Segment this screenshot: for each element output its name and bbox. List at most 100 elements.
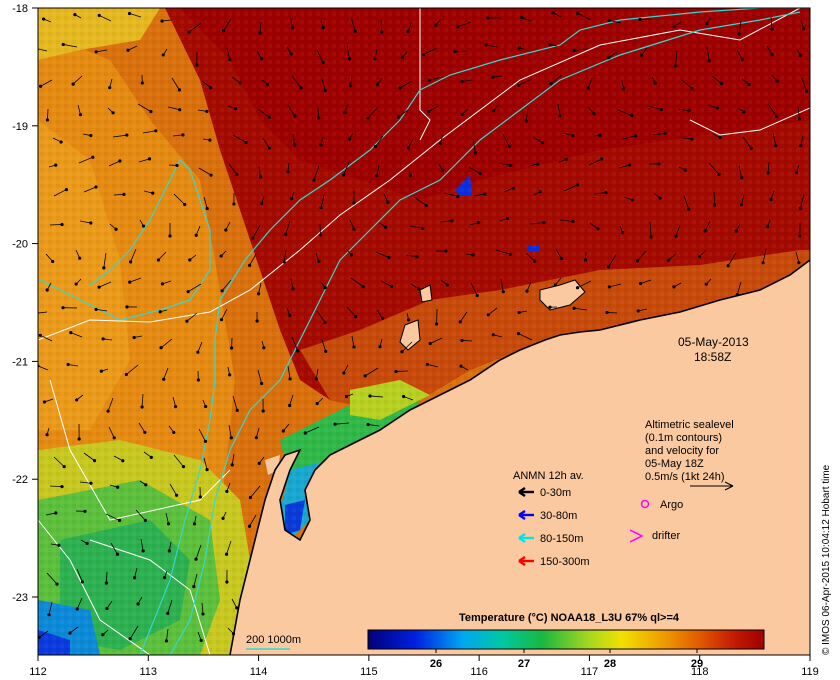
velocity-arrow	[102, 252, 107, 270]
velocity-arrow	[197, 631, 203, 643]
velocity-arrow	[42, 398, 54, 404]
velocity-arrow	[257, 456, 265, 466]
velocity-arrow	[94, 307, 108, 312]
velocity-arrow	[711, 75, 724, 85]
velocity-arrow	[220, 279, 232, 293]
velocity-arrow	[713, 191, 717, 207]
velocity-arrow	[647, 105, 664, 112]
velocity-arrow	[158, 309, 168, 314]
mooring-legend-item: 30-80m	[518, 510, 577, 522]
velocity-arrow	[672, 282, 682, 289]
velocity-arrow	[198, 428, 208, 444]
velocity-arrow	[320, 281, 327, 290]
velocity-arrow	[460, 338, 473, 343]
velocity-arrow	[161, 48, 168, 57]
velocity-arrow	[618, 163, 632, 169]
velocity-arrow	[112, 133, 129, 138]
velocity-arrow	[105, 513, 122, 523]
velocity-arrow	[652, 131, 667, 136]
velocity-arrow	[681, 79, 694, 91]
velocity-arrow	[770, 16, 774, 31]
velocity-arrow	[517, 310, 528, 315]
velocity-arrow	[68, 626, 79, 635]
velocity-arrow	[343, 103, 349, 115]
velocity-arrow	[194, 225, 201, 237]
velocity-arrow	[406, 22, 412, 34]
velocity-arrow	[350, 16, 357, 34]
velocity-arrow	[38, 48, 48, 52]
velocity-arrow	[261, 398, 265, 413]
velocity-arrow	[196, 370, 200, 382]
velocity-arrow	[47, 601, 53, 617]
velocity-arrow	[137, 103, 153, 114]
velocity-arrow	[173, 454, 186, 469]
velocity-arrow	[623, 196, 635, 202]
velocity-arrow	[575, 280, 592, 290]
velocity-arrow	[348, 74, 353, 88]
mooring-legend-label: 80-150m	[540, 533, 583, 545]
velocity-arrow	[737, 20, 742, 36]
velocity-arrow	[516, 78, 533, 87]
velocity-arrow	[380, 19, 384, 34]
velocity-arrow	[135, 509, 147, 523]
velocity-arrow	[769, 190, 775, 202]
velocity-arrow	[83, 452, 97, 463]
velocity-arrow	[45, 511, 58, 516]
velocity-arrow	[383, 193, 390, 204]
velocity-arrow	[703, 220, 711, 233]
colorbar: Temperature (°C) NOAA18_L3U 67% ql>=4 26…	[367, 612, 765, 670]
velocity-arrow	[104, 571, 108, 585]
velocity-arrow	[173, 193, 187, 207]
velocity-arrow	[108, 426, 116, 440]
velocity-arrow	[342, 161, 350, 177]
velocity-arrow	[108, 78, 113, 90]
velocity-arrow	[286, 307, 292, 318]
velocity-arrow	[706, 46, 711, 63]
mooring-legend-item: 150-300m	[518, 556, 590, 568]
velocity-arrow	[737, 107, 746, 114]
velocity-arrow	[38, 364, 49, 371]
velocity-arrow	[188, 254, 197, 262]
velocity-arrow	[219, 308, 228, 322]
velocity-arrow	[192, 515, 197, 526]
mooring-legend-item: 80-150m	[518, 533, 583, 545]
velocity-arrow	[500, 278, 505, 294]
velocity-arrow	[738, 165, 744, 180]
velocity-arrow	[38, 311, 48, 314]
altimetry-line-5: 0.5m/s (1kt 24h)	[645, 471, 724, 483]
x-tick-label: 115	[360, 666, 378, 678]
velocity-arrow	[315, 397, 324, 406]
drifter-label: drifter	[652, 530, 680, 542]
y-axis: -18 -19 -20 -21 -22 -23	[12, 3, 38, 604]
y-tick-label: -23	[12, 592, 28, 604]
velocity-arrow	[138, 157, 152, 163]
velocity-arrow	[622, 134, 638, 140]
velocity-arrow	[80, 539, 89, 546]
map-frame	[37, 7, 811, 656]
x-tick-label: 113	[140, 666, 158, 678]
velocity-arrow	[228, 163, 239, 176]
velocity-arrow	[394, 369, 409, 374]
argo-label: Argo	[660, 499, 683, 511]
velocity-arrow	[61, 306, 78, 310]
velocity-arrow	[194, 544, 202, 561]
velocity-arrow	[231, 598, 239, 610]
velocity-arrow	[143, 190, 155, 195]
velocity-arrow	[231, 76, 242, 85]
x-tick-label: 119	[801, 666, 819, 678]
velocity-arrow	[503, 186, 515, 193]
velocity-arrow	[607, 18, 622, 24]
velocity-arrow	[186, 283, 202, 294]
velocity-arrow	[460, 79, 473, 84]
velocity-arrow	[49, 222, 64, 227]
velocity-arrow	[742, 136, 753, 150]
velocity-arrow	[491, 75, 503, 79]
velocity-arrow	[77, 104, 83, 117]
isobath-label: 200 1000m	[246, 634, 301, 646]
velocity-arrow	[735, 281, 742, 297]
velocity-arrow	[128, 248, 137, 264]
velocity-arrow	[127, 11, 142, 18]
velocity-arrow	[124, 364, 139, 377]
drifter-icon	[629, 529, 644, 543]
velocity-arrow	[798, 222, 802, 238]
